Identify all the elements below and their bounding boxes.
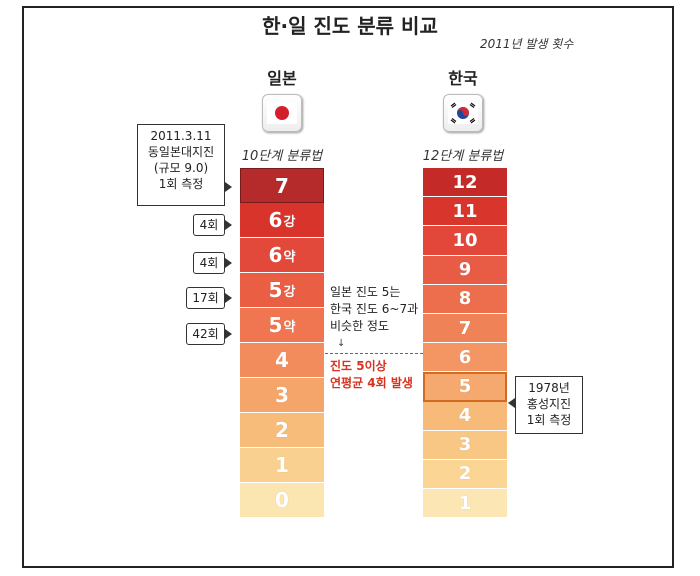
level-number: 5	[268, 278, 283, 302]
callout-line: 홍성지진	[526, 397, 572, 411]
level-number: 1	[458, 492, 472, 514]
count-5-weak: 42회	[186, 323, 225, 345]
callout-arrow-icon	[225, 220, 232, 230]
callout-line: 2011.3.11	[150, 129, 212, 143]
korea-level-cell: 5	[423, 372, 507, 402]
callout-arrow-icon	[225, 293, 232, 303]
level-number: 9	[458, 259, 472, 281]
japan-level-cell: 1	[240, 448, 324, 483]
level-suffix: 강	[283, 284, 296, 300]
korea-level-cell: 8	[423, 284, 507, 314]
level-number: 0	[275, 488, 289, 512]
count-6-weak: 4회	[193, 252, 225, 274]
level-number: 6	[268, 243, 283, 267]
count-6-strong: 4회	[193, 214, 225, 236]
level-number: 3	[458, 434, 472, 456]
count-5-strong: 17회	[186, 287, 225, 309]
japan-method: 10단계 분류법	[241, 149, 323, 164]
callout-line: 1회 측정	[526, 413, 572, 427]
korea-level-cell: 12	[423, 168, 507, 198]
level-number: 6	[268, 208, 283, 232]
level-number: 10	[452, 229, 478, 251]
korea-level-cell: 11	[423, 197, 507, 227]
level-number: 2	[275, 418, 289, 442]
korea-flag-icon	[443, 94, 483, 132]
level-number: 8	[458, 288, 472, 310]
annual-line: 연평균 4회 발생	[330, 376, 413, 390]
level-suffix: 약	[283, 319, 296, 335]
level-number: 12	[452, 171, 478, 193]
callout-line: 1회 측정	[158, 177, 204, 191]
figure-title: 한·일 진도 분류 비교	[262, 14, 438, 38]
callout-line: 1978년	[528, 381, 570, 395]
level-number: 4	[275, 348, 289, 372]
korea-level-cell: 6	[423, 343, 507, 373]
comparison-text: 일본 진도 5는 한국 진도 6~7과 비슷한 정도	[330, 284, 418, 335]
level-number: 7	[275, 173, 289, 198]
callout-arrow-icon	[225, 182, 232, 192]
korea-level-cell: 1	[423, 489, 507, 519]
level-number: 5	[268, 313, 283, 337]
callout-arrow-icon	[225, 329, 232, 339]
korea-level-cell: 4	[423, 401, 507, 431]
level-number: 1	[275, 453, 289, 477]
korea-level-cell: 7	[423, 313, 507, 344]
japan-level-cell: 0	[240, 483, 324, 518]
year-note: 2011년 발생 횟수	[480, 37, 574, 51]
korea-level-cell: 9	[423, 255, 507, 285]
level-number: 6	[458, 346, 472, 368]
level-number: 3	[275, 383, 289, 407]
level-number: 2	[458, 463, 472, 485]
korea-label: 한국	[448, 69, 478, 88]
korea-1978-callout: 1978년 홍성지진 1회 측정	[515, 376, 583, 434]
annual-line: 진도 5이상	[330, 359, 387, 373]
japan-label: 일본	[267, 69, 297, 88]
figure-frame	[22, 6, 674, 568]
korea-method: 12단계 분류법	[422, 149, 504, 164]
japan-flag-icon	[262, 94, 302, 132]
korea-level-cell: 3	[423, 430, 507, 460]
comparison-line: 일본 진도 5는	[330, 285, 401, 299]
level-suffix: 강	[283, 214, 296, 230]
level-number: 11	[452, 200, 478, 222]
threshold-dashed-line	[325, 353, 423, 354]
callout-line: (규모 9.0)	[153, 161, 209, 175]
annual-frequency-text: 진도 5이상 연평균 4회 발생	[330, 358, 413, 392]
korea-level-cell: 10	[423, 226, 507, 256]
comparison-line: 한국 진도 6~7과	[330, 302, 419, 316]
callout-arrow-icon	[508, 398, 515, 408]
down-arrow-icon: ↓	[337, 338, 346, 349]
level-number: 5	[458, 376, 472, 398]
japan-level-cell: 4	[240, 343, 324, 378]
japan-level-cell: 7	[240, 168, 324, 203]
level-number: 4	[458, 405, 472, 427]
korea-level-cell: 2	[423, 459, 507, 490]
callout-arrow-icon	[225, 258, 232, 268]
callout-line: 동일본대지진	[147, 145, 215, 159]
korea-scale-column: 12 11 10 9 8 7 6 5 4 3 2 1	[423, 168, 507, 519]
japan-level-cell: 3	[240, 378, 324, 413]
japan-level-cell: 2	[240, 413, 324, 448]
level-suffix: 약	[283, 249, 296, 265]
comparison-line: 비슷한 정도	[330, 319, 390, 333]
level-number: 7	[458, 317, 472, 339]
japan-2011-callout: 2011.3.11 동일본대지진 (규모 9.0) 1회 측정	[137, 124, 225, 206]
